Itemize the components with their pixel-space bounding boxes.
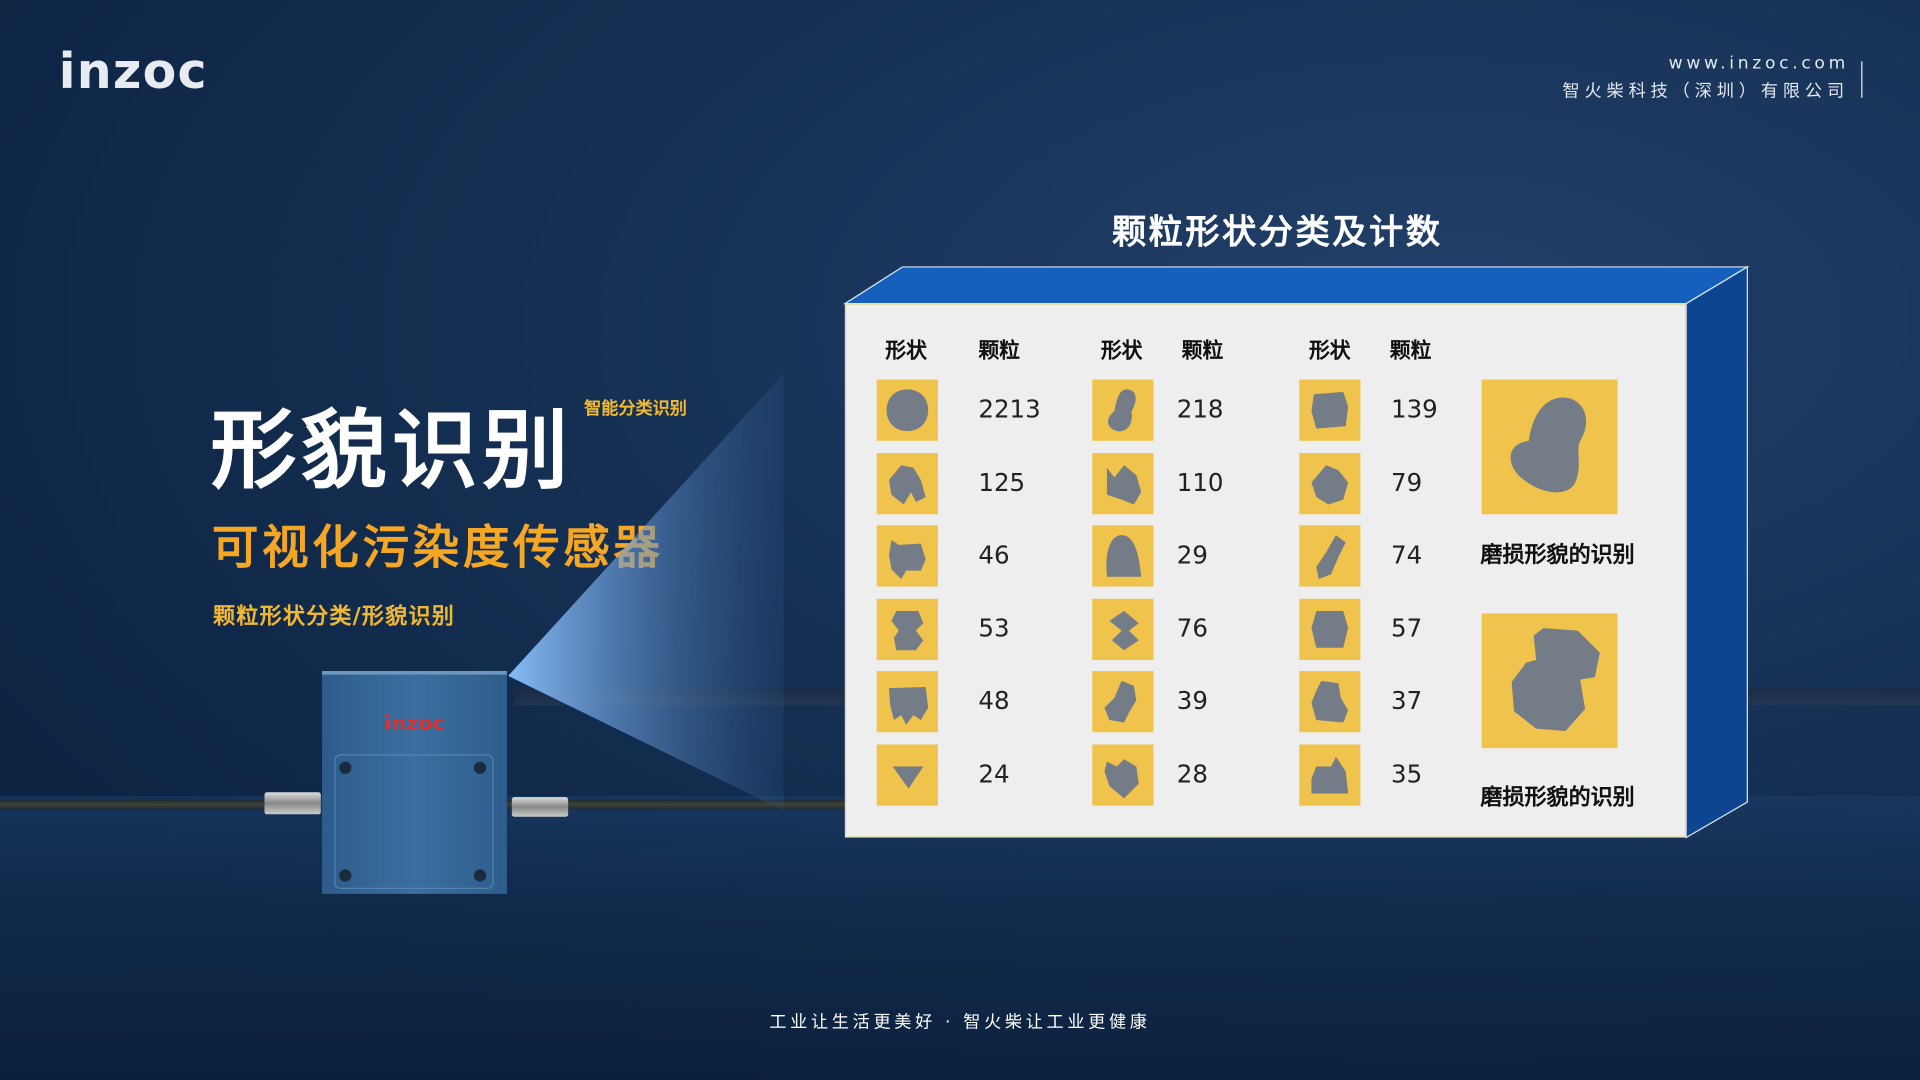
rounded-square-particle-icon	[1299, 379, 1361, 441]
particle-count: 39	[1176, 686, 1208, 716]
fitting-left	[264, 792, 321, 815]
irregular-particle-icon	[876, 452, 938, 514]
screw-icon	[339, 869, 352, 882]
particle-count: 57	[1391, 613, 1423, 643]
wear-particle-2-icon	[1481, 613, 1618, 749]
tall-irregular-particle-icon	[1299, 671, 1361, 733]
particle-count: 37	[1391, 686, 1423, 716]
footer-slogan: 工业让生活更美好 · 智火柴让工业更健康	[769, 1012, 1151, 1033]
column-header: 形状	[1100, 339, 1143, 364]
cluster-particle-icon	[1092, 671, 1154, 733]
column-header: 颗粒	[1181, 339, 1224, 364]
particle-count: 29	[1176, 540, 1208, 570]
fitting-right	[511, 797, 569, 817]
brand-logo: inzoc	[58, 44, 208, 101]
lobed-particle-icon	[876, 598, 938, 660]
barrel-particle-icon	[1299, 598, 1361, 660]
particle-count: 125	[978, 467, 1026, 497]
dome-particle-icon	[1092, 525, 1154, 587]
column-header: 颗粒	[1389, 339, 1432, 364]
screw-icon	[473, 869, 487, 882]
notched-particle-icon	[1092, 452, 1154, 514]
column-header: 形状	[1308, 339, 1351, 364]
particle-count: 48	[978, 686, 1010, 716]
wear-label: 磨损形貌的识别	[1480, 784, 1635, 811]
particle-count: 24	[978, 759, 1010, 789]
wear-particle-1-icon	[1481, 379, 1618, 515]
panel-side-face	[1685, 265, 1748, 839]
panel-top-face	[842, 266, 1750, 305]
company-name: 智火柴科技（深圳）有限公司	[1562, 82, 1849, 102]
particle-count: 76	[1176, 613, 1208, 643]
hero-feature: 颗粒形状分类/形貌识别	[213, 603, 455, 630]
flake-particle-icon	[876, 525, 938, 587]
peanut-particle-icon	[1092, 379, 1154, 441]
circle-particle-icon	[876, 379, 938, 441]
panel-title: 颗粒形状分类及计数	[1111, 211, 1443, 253]
divider	[1861, 61, 1863, 98]
hero-title: 形貌识别	[210, 400, 574, 501]
device-logo: inzoc	[384, 711, 445, 736]
particle-count: 110	[1176, 467, 1224, 497]
particle-count: 139	[1391, 394, 1438, 424]
jagged-particle-icon	[876, 671, 938, 733]
shape-count-panel: 形状 颗粒 形状 颗粒 形状 颗粒 2213 125 46 53 48 24 218 110 29 76 39 2…	[844, 303, 1687, 838]
hero-tag: 智能分类识别	[584, 399, 687, 419]
website-text: www.inzoc.com	[1668, 53, 1849, 74]
hero-subtitle: 可视化污染度传感器	[211, 520, 664, 575]
wear-label: 磨损形貌的识别	[1480, 542, 1635, 569]
particle-count: 74	[1391, 540, 1423, 570]
column-header: 颗粒	[978, 339, 1021, 364]
sensor-device: inzoc	[322, 671, 507, 894]
particle-count: 2213	[978, 394, 1041, 424]
particle-count: 46	[978, 540, 1010, 570]
particle-count: 218	[1176, 394, 1224, 424]
floor	[0, 795, 1920, 1080]
double-diamond-particle-icon	[1092, 598, 1154, 660]
column-header: 形状	[885, 339, 927, 364]
mound-particle-icon	[1299, 744, 1361, 806]
device-cover	[334, 754, 494, 889]
particle-count: 53	[978, 613, 1010, 643]
screw-icon	[339, 761, 352, 774]
particle-count: 28	[1176, 759, 1208, 789]
particle-count: 79	[1391, 467, 1423, 497]
polygon-particle-icon	[1299, 452, 1361, 514]
triangle-particle-icon	[876, 744, 938, 806]
elongated-particle-icon	[1299, 525, 1361, 587]
screw-icon	[473, 761, 487, 774]
heart-particle-icon	[1092, 744, 1154, 806]
particle-count: 35	[1391, 759, 1423, 789]
